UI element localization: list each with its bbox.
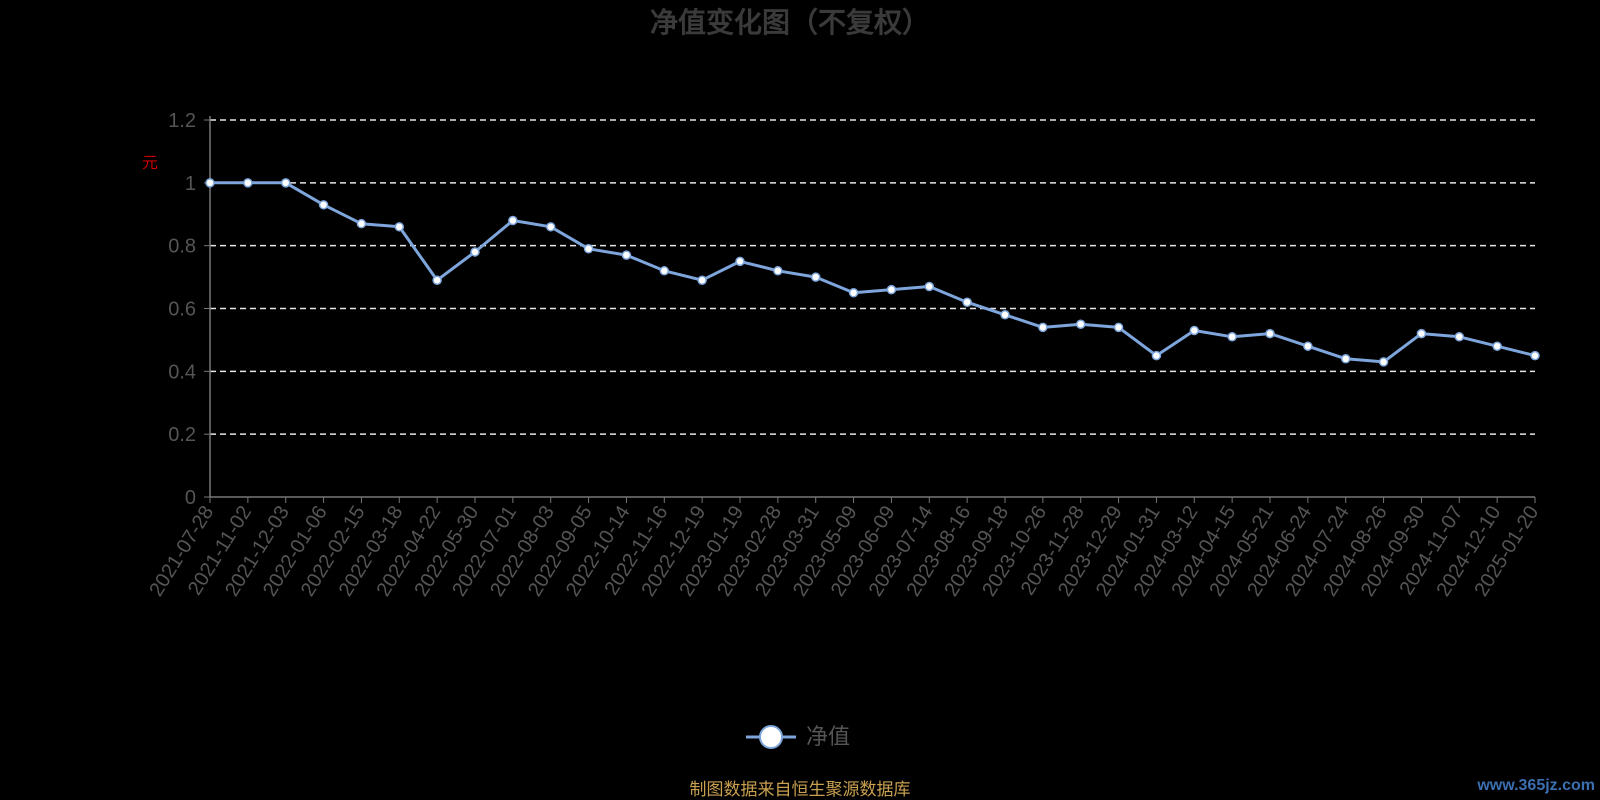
y-tick-label: 1 xyxy=(185,173,196,195)
y-tick-label: 1.2 xyxy=(168,110,196,132)
data-point[interactable] xyxy=(318,200,329,210)
data-point[interactable] xyxy=(810,272,821,282)
data-point[interactable] xyxy=(1189,325,1200,336)
data-point[interactable] xyxy=(1340,354,1351,364)
grid-lines xyxy=(210,119,1535,435)
chart-title: 净值变化图（不复权） xyxy=(650,6,930,38)
y-tick-labels: 0 0.2 0.4 0.6 0.8 1 1.2 xyxy=(168,110,196,509)
y-tick-label: 0.8 xyxy=(168,236,196,258)
y-axis-unit-label: 元 xyxy=(142,155,158,172)
data-point[interactable] xyxy=(1265,328,1275,339)
data-point[interactable] xyxy=(659,266,670,276)
data-point[interactable] xyxy=(545,222,556,232)
x-tick-labels: 2021-07-282021-11-022021-12-032022-01-06… xyxy=(145,502,1543,600)
data-point[interactable] xyxy=(1000,310,1010,320)
y-tick-label: 0.4 xyxy=(168,361,196,383)
data-point[interactable] xyxy=(470,247,480,257)
data-point[interactable] xyxy=(621,250,632,260)
data-point[interactable] xyxy=(1454,332,1465,342)
data-point[interactable] xyxy=(1416,328,1427,339)
data-point[interactable] xyxy=(1113,322,1124,333)
data-point[interactable] xyxy=(773,266,783,276)
data-point[interactable] xyxy=(432,275,442,285)
legend-marker-icon xyxy=(759,725,783,749)
axes xyxy=(204,116,1536,503)
data-point[interactable] xyxy=(848,288,859,298)
data-point[interactable] xyxy=(508,215,518,226)
data-point[interactable] xyxy=(280,178,291,188)
data-point[interactable] xyxy=(1151,350,1162,361)
data-point[interactable] xyxy=(1075,319,1086,329)
series-line-net-value xyxy=(210,181,1536,364)
data-point[interactable] xyxy=(697,275,707,285)
data-point[interactable] xyxy=(1303,341,1313,351)
data-point[interactable] xyxy=(356,218,367,229)
data-point[interactable] xyxy=(962,297,972,307)
data-point[interactable] xyxy=(886,284,897,295)
y-tick-label: 0.2 xyxy=(168,424,196,446)
data-point[interactable] xyxy=(924,281,935,292)
data-point[interactable] xyxy=(1227,332,1237,342)
data-point[interactable] xyxy=(735,256,745,267)
data-point[interactable] xyxy=(205,178,215,188)
data-source-note: 制图数据来自恒生聚源数据库 xyxy=(690,780,911,799)
data-point[interactable] xyxy=(1492,341,1502,351)
series-layer xyxy=(205,178,1540,367)
watermark: www.365jz.com xyxy=(1476,777,1595,794)
y-tick-label: 0 xyxy=(185,487,196,509)
data-point[interactable] xyxy=(1378,357,1389,367)
data-point[interactable] xyxy=(1530,350,1540,361)
data-point[interactable] xyxy=(583,244,594,254)
data-point[interactable] xyxy=(394,222,405,232)
legend[interactable]: 净值 xyxy=(746,724,850,749)
data-point[interactable] xyxy=(243,178,253,188)
legend-label: 净值 xyxy=(806,724,850,749)
y-tick-label: 0.6 xyxy=(168,299,196,321)
data-point[interactable] xyxy=(1038,322,1048,333)
